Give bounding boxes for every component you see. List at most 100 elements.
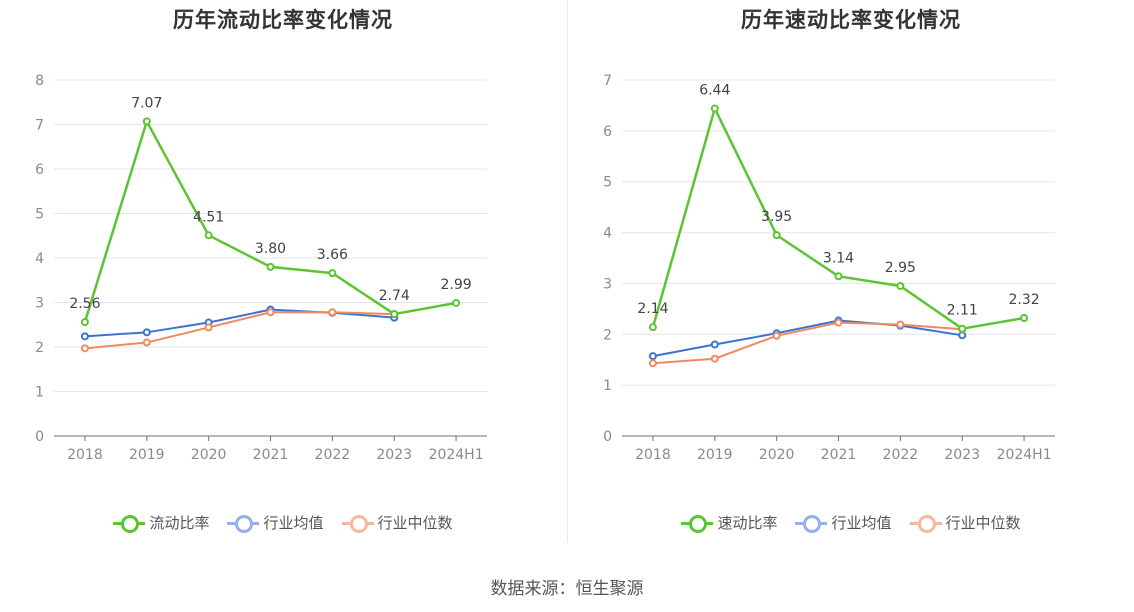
data-label: 7.07 [131,95,162,111]
data-point [958,331,967,340]
x-tick-label: 2023 [944,447,980,463]
data-label: 2.95 [885,260,916,276]
x-tick-label: 2019 [129,447,165,463]
data-point [80,318,89,327]
x-tick-label: 2024H1 [429,447,484,463]
data-label: 2.56 [69,296,100,312]
data-point [710,104,719,113]
x-tick-label: 2022 [315,447,351,463]
legend-label: 行业中位数 [377,514,453,532]
data-point [896,320,905,329]
y-tick-label: 7 [603,73,612,89]
data-point [204,323,213,332]
data-label: 6.44 [699,82,730,98]
legend-marker-icon [227,513,260,533]
data-label: 3.66 [317,247,348,263]
data-label: 2.11 [947,303,978,319]
legend-item[interactable]: 行业均值 [795,512,892,533]
quick-ratio-chart: 历年速动比率变化情况 0 1 2 3 4 5 6 7 2018 2019 2020 2021 2022 2… [568,0,1134,560]
data-point [648,323,657,332]
data-point [772,331,781,340]
legend: 速动比率 行业均值 行业中位数 [568,512,1134,533]
series-line [652,321,963,365]
data-point [834,272,843,281]
x-tick-label: 2023 [376,447,412,463]
y-tick-label: 1 [35,385,44,401]
legend-label: 行业均值 [831,514,892,532]
legend-marker-icon [113,513,146,533]
data-label: 2.99 [440,277,471,293]
legend-item[interactable]: 行业中位数 [909,512,1021,533]
series-line [84,311,395,350]
y-tick-label: 7 [35,118,44,134]
data-point [896,281,905,290]
legend-label: 行业均值 [263,514,324,532]
data-point [648,359,657,368]
legend-item[interactable]: 行业中位数 [341,512,453,533]
y-tick-label: 5 [35,207,44,223]
x-tick-label: 2022 [883,447,919,463]
data-label: 3.14 [823,250,854,266]
legend-marker-icon [795,513,828,533]
y-tick-label: 6 [603,124,612,140]
x-tick-label: 2024H1 [997,447,1052,463]
y-tick-label: 6 [35,162,44,178]
data-point [328,308,337,317]
series-line [651,107,1025,330]
x-tick-label: 2021 [253,447,289,463]
data-point [142,328,151,337]
data-label: 3.80 [255,241,286,257]
data-label: 3.95 [761,209,792,225]
legend-item[interactable]: 流动比率 [113,512,209,533]
data-label: 2.32 [1008,292,1039,308]
data-point [772,231,781,240]
data-point [710,340,719,349]
data-label: 4.51 [193,209,224,225]
data-point [204,231,213,240]
y-tick-label: 2 [35,340,44,356]
y-tick-label: 0 [603,429,612,445]
data-point [80,344,89,353]
legend-item[interactable]: 行业均值 [227,512,324,533]
legend-label: 行业中位数 [945,514,1021,532]
data-point [834,318,843,327]
x-tick-label: 2021 [821,447,857,463]
data-point [390,310,399,319]
y-tick-label: 4 [603,226,612,242]
chart-title: 历年速动比率变化情况 [741,8,961,32]
legend-marker-icon [909,513,942,533]
chart-title: 历年流动比率变化情况 [173,8,393,32]
y-tick-label: 3 [603,276,612,292]
legend-label: 速动比率 [717,514,778,532]
y-tick-label: 2 [603,327,612,343]
series-line [652,319,963,358]
data-point [80,332,89,341]
data-point [648,352,657,361]
data-point [266,262,275,271]
y-tick-label: 5 [603,175,612,191]
data-label: 2.74 [379,288,410,304]
data-point [142,338,151,347]
legend-item[interactable]: 速动比率 [681,512,777,533]
data-point [266,308,275,317]
y-tick-label: 1 [603,378,612,394]
x-tick-label: 2018 [635,447,671,463]
legend-label: 流动比率 [149,514,210,532]
data-point [710,354,719,363]
data-source-note: 数据来源：恒生聚源 [490,579,644,599]
data-point [958,324,967,333]
liquidity-ratio-plot: 0 1 2 3 4 5 6 7 8 2018 2019 2020 2021 2022 2023 2024H1 2… [35,73,487,463]
legend-marker-icon [681,513,714,533]
y-tick-label: 3 [35,296,44,312]
data-point [1020,314,1029,323]
data-point [452,298,461,307]
y-tick-label: 0 [35,429,44,445]
x-tick-label: 2020 [191,447,227,463]
panel-divider [567,0,568,542]
legend: 流动比率 行业均值 行业中位数 [0,512,566,533]
legend-marker-icon [341,513,374,533]
x-tick-label: 2018 [67,447,103,463]
x-tick-label: 2020 [759,447,795,463]
data-point [142,117,151,126]
y-tick-label: 4 [35,251,44,267]
